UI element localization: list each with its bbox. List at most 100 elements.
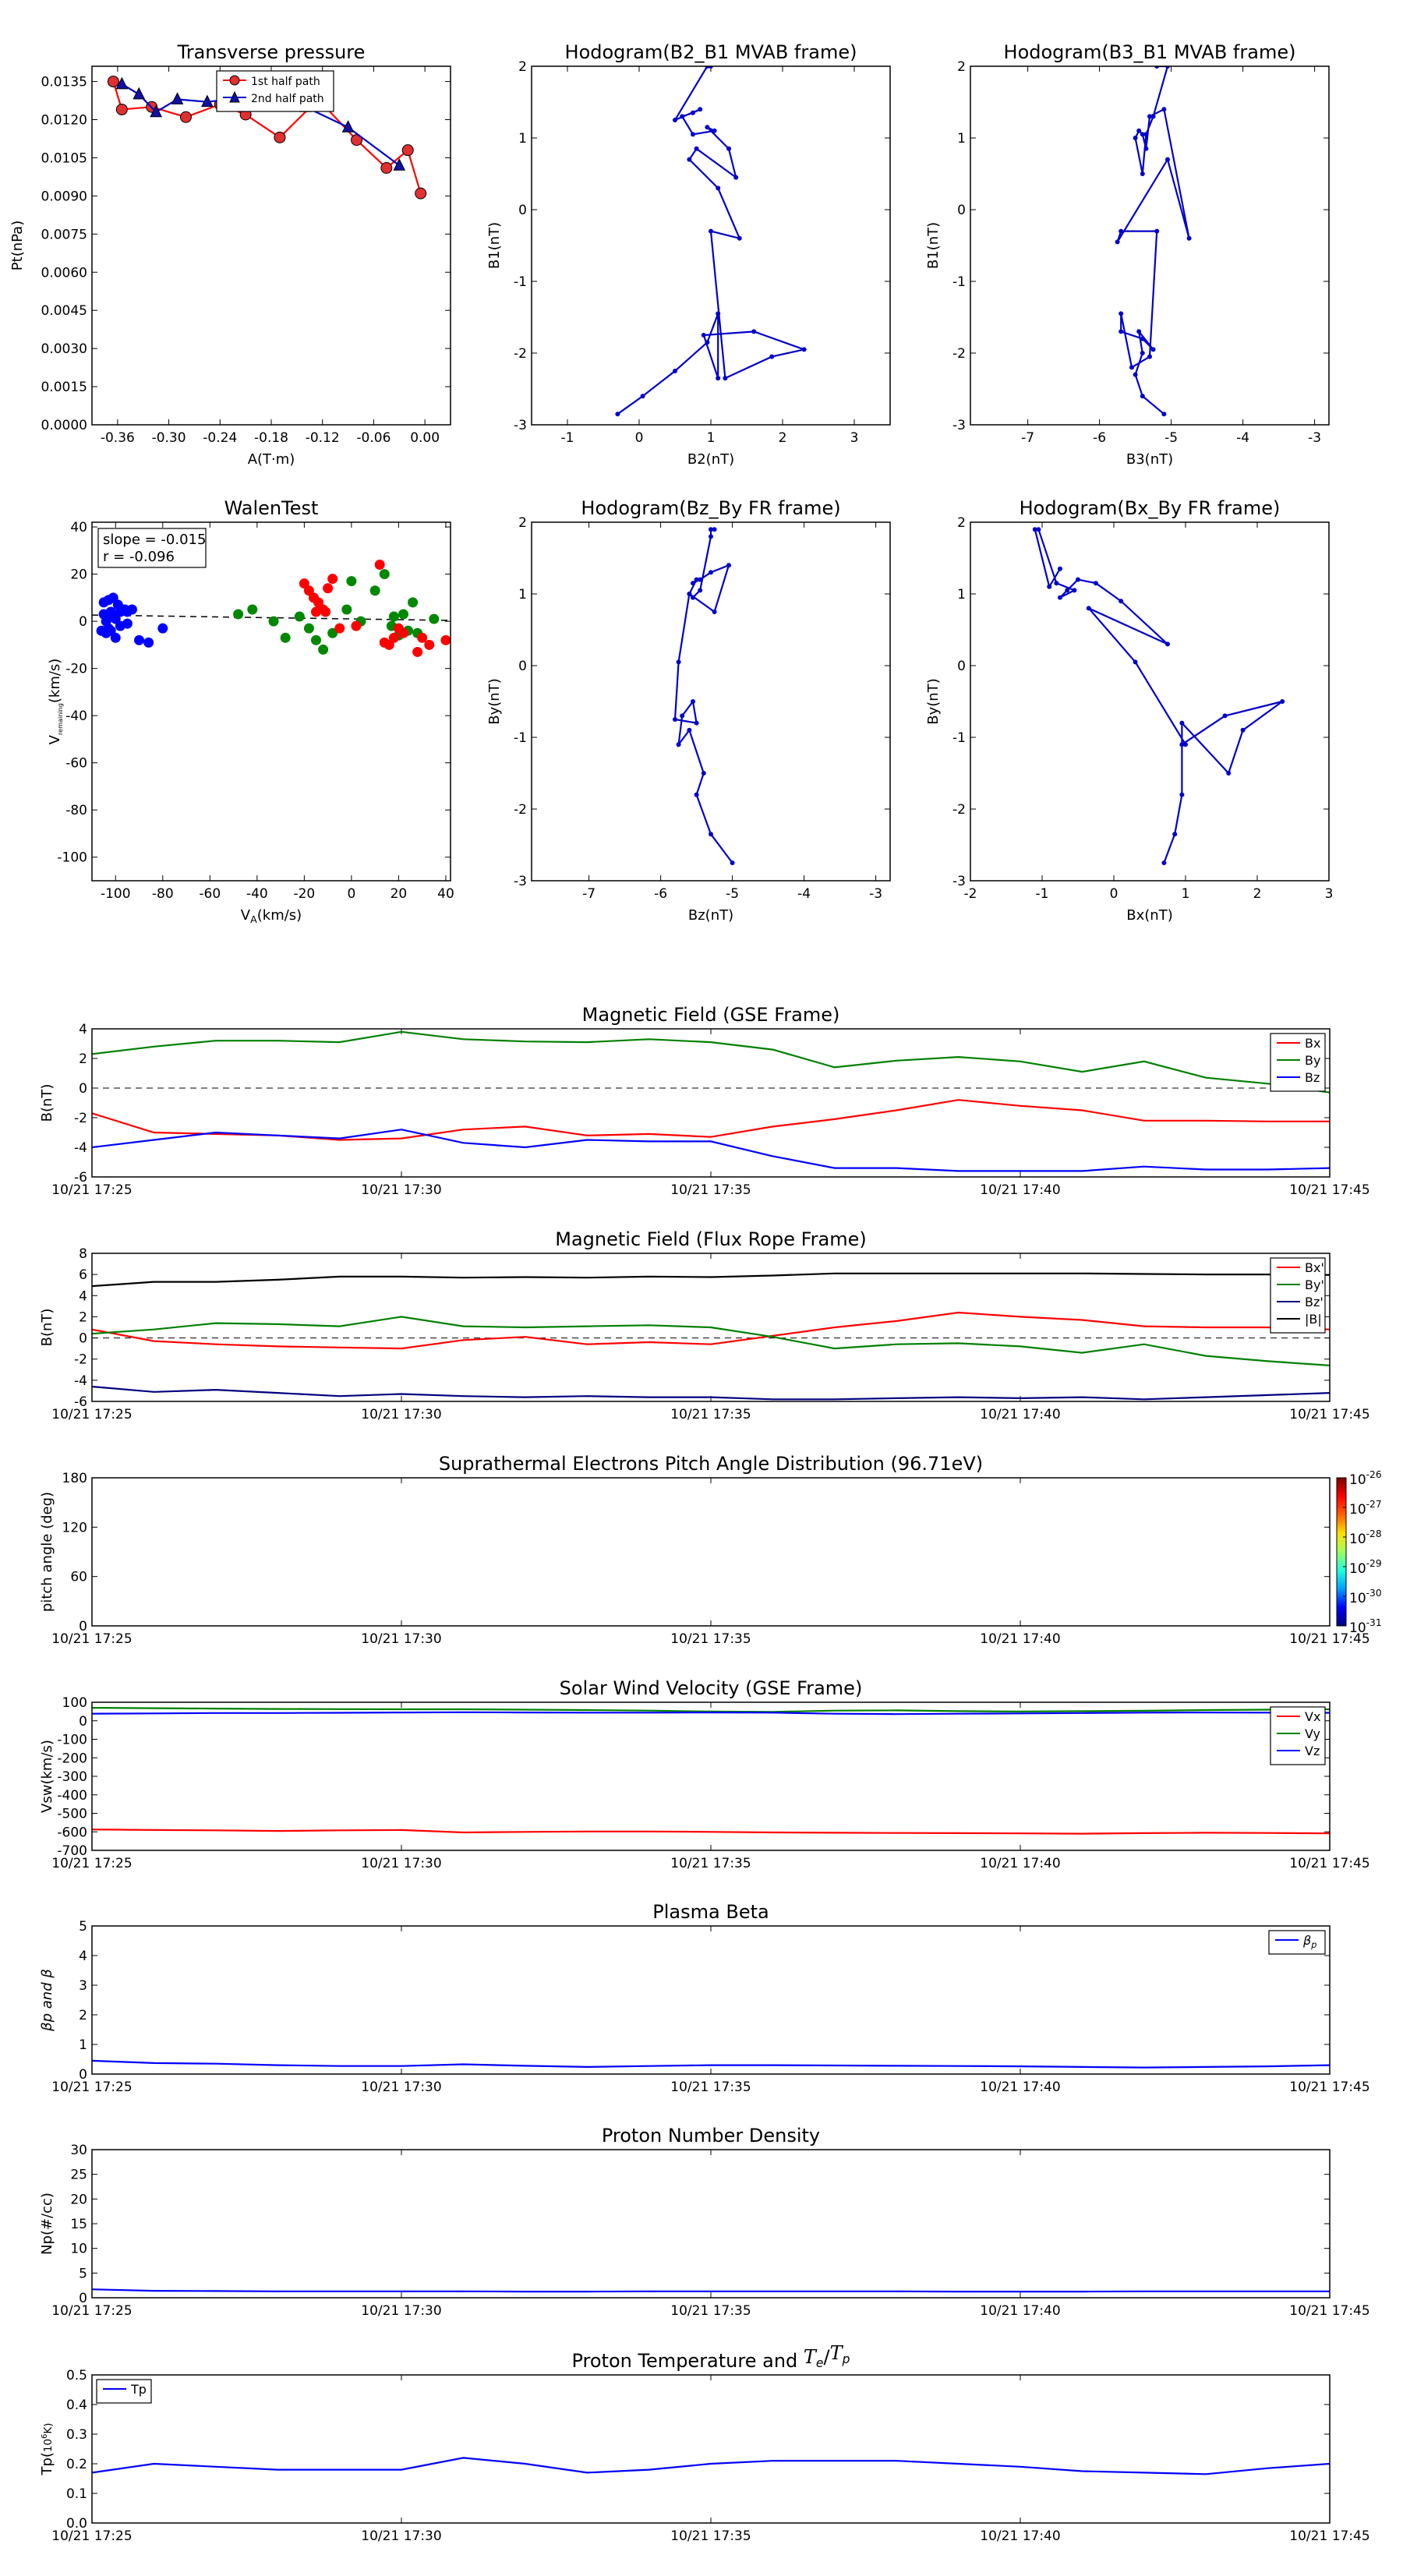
data-point (716, 311, 721, 316)
series-line (92, 1129, 1330, 1172)
x-tick-label: 10/21 17:45 (1289, 2303, 1369, 2319)
y-tick-label: 60 (70, 1570, 87, 1585)
data-point (415, 187, 427, 200)
data-point (640, 394, 645, 399)
data-point (1154, 228, 1160, 234)
y-tick-label: 1 (518, 131, 527, 147)
y-tick-label: 0.0060 (41, 265, 87, 281)
y-tick-label: 2 (957, 515, 966, 531)
x-tick-label: 10/21 17:30 (361, 1631, 441, 1647)
x-tick-label: -40 (246, 886, 268, 902)
legend-label: 2nd half path (251, 93, 324, 105)
y-tick-label: 4 (79, 1288, 87, 1304)
y-tick-label: 1 (957, 587, 966, 602)
x-tick-label: -0.06 (356, 430, 391, 446)
x-tick-label: 1 (1182, 886, 1190, 902)
y-tick-label: -1 (514, 730, 527, 746)
legend-label: By (1305, 1053, 1320, 1068)
y-tick-label: 4 (79, 1949, 87, 1964)
plot-frame (91, 1925, 1331, 2075)
y-tick-label: -1 (952, 730, 966, 746)
annotation-text: slope = -0.015 (103, 532, 206, 548)
chart-title: Plasma Beta (652, 1901, 769, 1923)
x-tick-label: 10/21 17:40 (980, 1182, 1060, 1198)
legend-label: Bx (1305, 1036, 1320, 1051)
x-tick-label: 10/21 17:25 (51, 1631, 132, 1647)
chart-title: Transverse pressure (177, 41, 366, 63)
data-point (698, 107, 703, 112)
data-point (698, 588, 703, 593)
data-point (687, 592, 692, 596)
series-0 (96, 592, 168, 648)
data-point (1047, 584, 1052, 589)
data-point (1136, 128, 1142, 133)
chart-vsw: Solar Wind Velocity (GSE Frame) 10/21 17:… (39, 1677, 1370, 1871)
data-point (1150, 114, 1156, 119)
y-tick-label: 2 (518, 515, 527, 531)
series-line (92, 1272, 1330, 1288)
data-point (1165, 641, 1170, 647)
data-point (1161, 412, 1167, 417)
data-point (1140, 394, 1145, 399)
x-tick-label: -0.12 (306, 430, 340, 446)
x-tick-label: 3 (850, 430, 859, 446)
y-tick-label: -1 (514, 274, 527, 290)
series-Vz (92, 1711, 1330, 1716)
data-point (1136, 329, 1142, 334)
series-Bz (92, 1129, 1330, 1172)
data-point (311, 634, 321, 645)
series-line (1034, 528, 1283, 864)
plot-frame (91, 65, 451, 426)
x-axis-label: B3(nT) (1126, 451, 1173, 468)
x-tick-label: -0.30 (152, 430, 186, 446)
plot-frame (91, 1701, 1331, 1851)
data-point (1147, 114, 1152, 119)
y-tick-label: 180 (62, 1471, 87, 1486)
y-tick-label: 0.0000 (41, 418, 87, 433)
data-point (119, 604, 130, 615)
y-tick-label: -80 (65, 803, 87, 818)
data-point (341, 604, 352, 615)
series-|B| (92, 1272, 1330, 1288)
data-point (709, 228, 713, 234)
data-point (705, 340, 710, 345)
y-tick-label: -700 (57, 1843, 87, 1859)
x-tick-label: -4 (797, 886, 811, 902)
data-point (380, 161, 393, 174)
y-tick-label: -2 (952, 346, 966, 362)
data-point (687, 157, 692, 162)
legend-label: 1st half path (251, 76, 320, 88)
data-point (723, 376, 728, 381)
series-Vy (92, 1707, 1330, 1713)
x-tick-label: 10/21 17:35 (670, 2080, 751, 2095)
data-point (1032, 527, 1037, 532)
x-tick-label: 10/21 17:30 (361, 1856, 441, 1871)
data-point (388, 611, 399, 622)
plot-frame (970, 65, 1330, 426)
data-point (408, 597, 419, 608)
x-tick-label: 2 (779, 430, 787, 446)
data-point (1058, 595, 1062, 600)
data-point (122, 618, 133, 629)
data-point (1143, 146, 1149, 151)
x-tick-label: 10/21 17:30 (361, 2303, 441, 2319)
data-point (1226, 771, 1232, 776)
legend-label: Bz (1305, 1070, 1320, 1085)
x-tick-label: 10/21 17:30 (361, 2080, 441, 2095)
data-point (351, 620, 362, 631)
data-point (673, 118, 677, 122)
series-0 (92, 2288, 1330, 2293)
data-point (680, 114, 685, 119)
series-line (617, 66, 808, 415)
y-tick-label: -60 (65, 756, 87, 772)
data-point (694, 792, 699, 797)
x-tick-label: 10/21 17:45 (1289, 1407, 1369, 1422)
chart-density: Proton Number Density 10/21 17:25 10/21 17… (39, 2125, 1370, 2319)
data-point (709, 570, 713, 575)
data-point (1133, 659, 1138, 665)
data-point (1150, 347, 1156, 352)
x-axis-label: Bz(nT) (688, 907, 733, 924)
x-tick-label: -4 (1236, 430, 1249, 446)
data-point (294, 611, 305, 622)
plot-frame (91, 1028, 1331, 1178)
